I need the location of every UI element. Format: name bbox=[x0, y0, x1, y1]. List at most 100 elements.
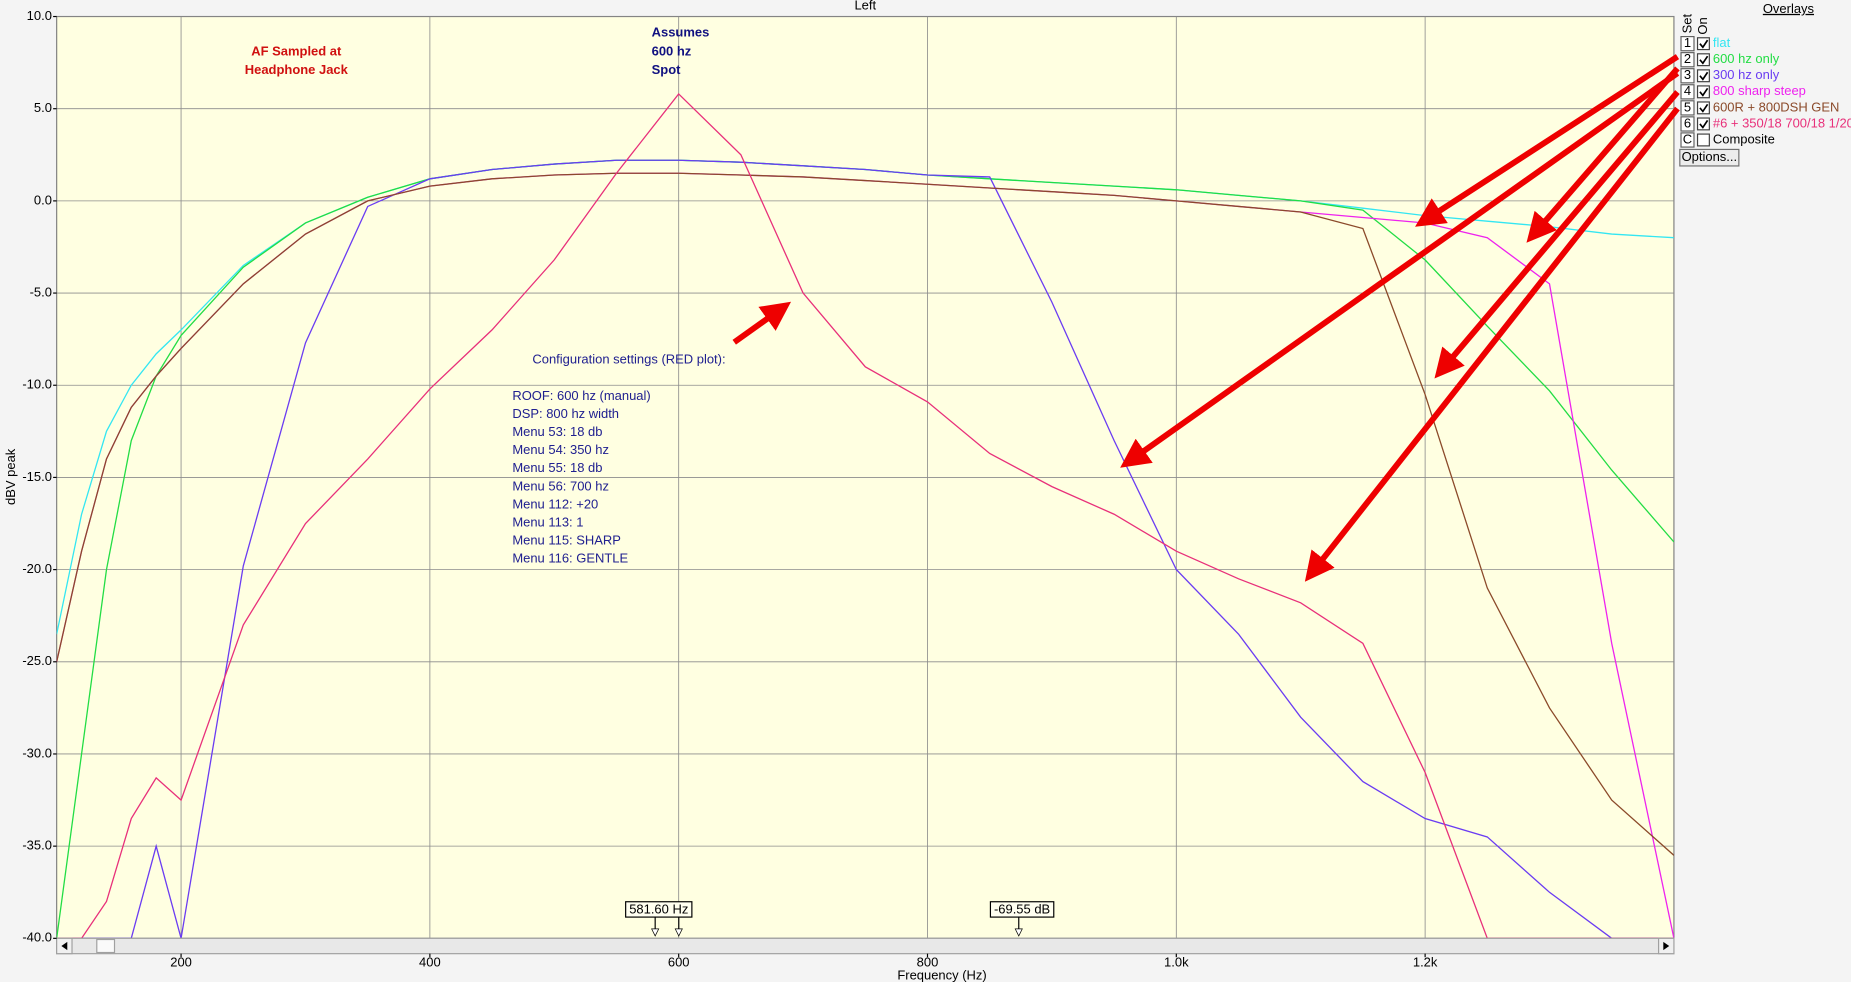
x-axis-label: Frequency (Hz) bbox=[897, 968, 986, 982]
scroll-track[interactable] bbox=[56, 937, 1675, 955]
y-tick-label: 10.0 bbox=[27, 8, 52, 23]
options-label[interactable]: Options... bbox=[1682, 149, 1738, 164]
legend-entry: 300 hz only bbox=[1713, 67, 1780, 82]
annotation: DSP: 800 hz width bbox=[512, 406, 619, 421]
set-box bbox=[1680, 35, 1695, 52]
y-tick-label: -5.0 bbox=[30, 284, 52, 299]
annotation: Menu 112: +20 bbox=[512, 496, 598, 511]
set-box bbox=[1680, 84, 1695, 100]
checkbox[interactable] bbox=[1696, 101, 1710, 115]
y-tick-label: 0.0 bbox=[34, 192, 52, 207]
annotation: Menu 55: 18 db bbox=[512, 460, 602, 475]
arrow bbox=[1434, 90, 1680, 379]
annotation: Headphone Jack bbox=[245, 62, 349, 77]
arrow bbox=[1120, 70, 1680, 468]
legend-entry: flat bbox=[1713, 35, 1731, 50]
checkbox[interactable] bbox=[1696, 53, 1710, 67]
check-mark bbox=[1699, 39, 1709, 49]
annotation: Assumes bbox=[652, 24, 710, 39]
annotation: 600 hz bbox=[652, 43, 692, 58]
set-box bbox=[1680, 100, 1695, 116]
y-tick-label: 5.0 bbox=[34, 100, 52, 115]
checkbox[interactable] bbox=[1696, 117, 1710, 131]
legend-entry: 600 hz only bbox=[1713, 51, 1780, 66]
annotation: Configuration settings (RED plot): bbox=[532, 351, 725, 366]
legend-entry: 600R + 800DSH GEN bbox=[1713, 99, 1840, 114]
checkbox[interactable] bbox=[1696, 133, 1710, 147]
check-mark bbox=[1699, 119, 1709, 129]
annotation: Menu 56: 700 hz bbox=[512, 478, 609, 493]
annotation: Menu 53: 18 db bbox=[512, 424, 602, 439]
checkbox[interactable] bbox=[1696, 37, 1710, 51]
checkbox[interactable] bbox=[1696, 69, 1710, 83]
cursor-box bbox=[989, 901, 1055, 918]
plot-layer bbox=[56, 16, 1674, 939]
x-tick-label: 1.2k bbox=[1413, 955, 1438, 970]
set-box bbox=[1680, 132, 1695, 148]
chart-title: Left bbox=[854, 0, 876, 12]
scrollbar[interactable] bbox=[56, 937, 1675, 955]
set-box bbox=[1680, 116, 1695, 132]
cursor-head bbox=[1014, 928, 1023, 937]
scroll-left-icon bbox=[61, 941, 68, 951]
arrow bbox=[1526, 66, 1680, 243]
cursor-readout: 581.60 Hz bbox=[629, 901, 688, 916]
set-label: Set bbox=[1680, 13, 1695, 33]
y-tick-label: -15.0 bbox=[22, 469, 52, 484]
cursor-head bbox=[651, 928, 660, 937]
series-line bbox=[56, 159, 1674, 939]
y-tick-label: -30.0 bbox=[22, 745, 52, 760]
annotation: Menu 115: SHARP bbox=[512, 532, 621, 547]
cursor-head bbox=[674, 928, 683, 937]
scroll-right-icon bbox=[1663, 941, 1670, 951]
annotation: Menu 113: 1 bbox=[512, 514, 583, 529]
checkbox[interactable] bbox=[1696, 85, 1710, 99]
legend-entry: 800 sharp steep bbox=[1713, 83, 1806, 98]
on-label: On bbox=[1695, 17, 1710, 34]
series-line bbox=[56, 172, 1674, 856]
cursor-readout: -69.55 dB bbox=[994, 901, 1050, 916]
y-tick-label: -40.0 bbox=[22, 930, 52, 945]
x-tick-label: 1.0k bbox=[1164, 955, 1189, 970]
set-number: 6 bbox=[1684, 115, 1691, 130]
arrow bbox=[1304, 106, 1680, 582]
set-composite: C bbox=[1683, 131, 1692, 146]
arrow bbox=[732, 301, 792, 345]
arrows bbox=[732, 54, 1680, 582]
annotation: Menu 116: GENTLE bbox=[512, 551, 628, 566]
set-number: 1 bbox=[1684, 35, 1691, 50]
check-mark bbox=[1699, 87, 1709, 97]
y-tick-label: -20.0 bbox=[22, 561, 52, 576]
x-tick-label: 800 bbox=[917, 955, 939, 970]
x-tick-label: 600 bbox=[668, 955, 690, 970]
set-number: 2 bbox=[1684, 51, 1691, 66]
set-number: 4 bbox=[1684, 83, 1691, 98]
x-tick-label: 400 bbox=[419, 955, 441, 970]
scroll-thumb[interactable] bbox=[96, 938, 116, 954]
check-mark bbox=[1699, 71, 1709, 81]
arrow bbox=[1415, 54, 1680, 227]
composite-label: Composite bbox=[1713, 131, 1775, 146]
annotation: AF Sampled at bbox=[251, 43, 342, 58]
legend-entry: #6 + 350/18 700/18 1/20 bbox=[1713, 115, 1851, 130]
overlays-title[interactable]: Overlays bbox=[1763, 1, 1815, 16]
check-mark bbox=[1699, 103, 1709, 113]
annotation: Menu 54: 350 hz bbox=[512, 442, 609, 457]
annotation: Spot bbox=[652, 62, 681, 77]
series-line bbox=[56, 92, 1674, 939]
set-box bbox=[1680, 52, 1695, 68]
annotation: ROOF: 600 hz (manual) bbox=[512, 388, 650, 403]
y-tick-label: -35.0 bbox=[22, 838, 52, 853]
x-tick-label: 200 bbox=[170, 955, 192, 970]
set-number: 5 bbox=[1684, 99, 1691, 114]
check-mark bbox=[1699, 55, 1709, 65]
y-tick-label: -25.0 bbox=[22, 653, 52, 668]
set-number: 3 bbox=[1684, 67, 1691, 82]
options-button[interactable] bbox=[1679, 148, 1740, 167]
set-box bbox=[1680, 68, 1695, 84]
overlays-panel: Overlays Set On 1 flat 2 600 hz only 3 300 hz… bbox=[1679, 1, 1851, 167]
y-axis-label: dBV peak bbox=[3, 448, 18, 505]
y-tick-label: -10.0 bbox=[22, 377, 52, 392]
